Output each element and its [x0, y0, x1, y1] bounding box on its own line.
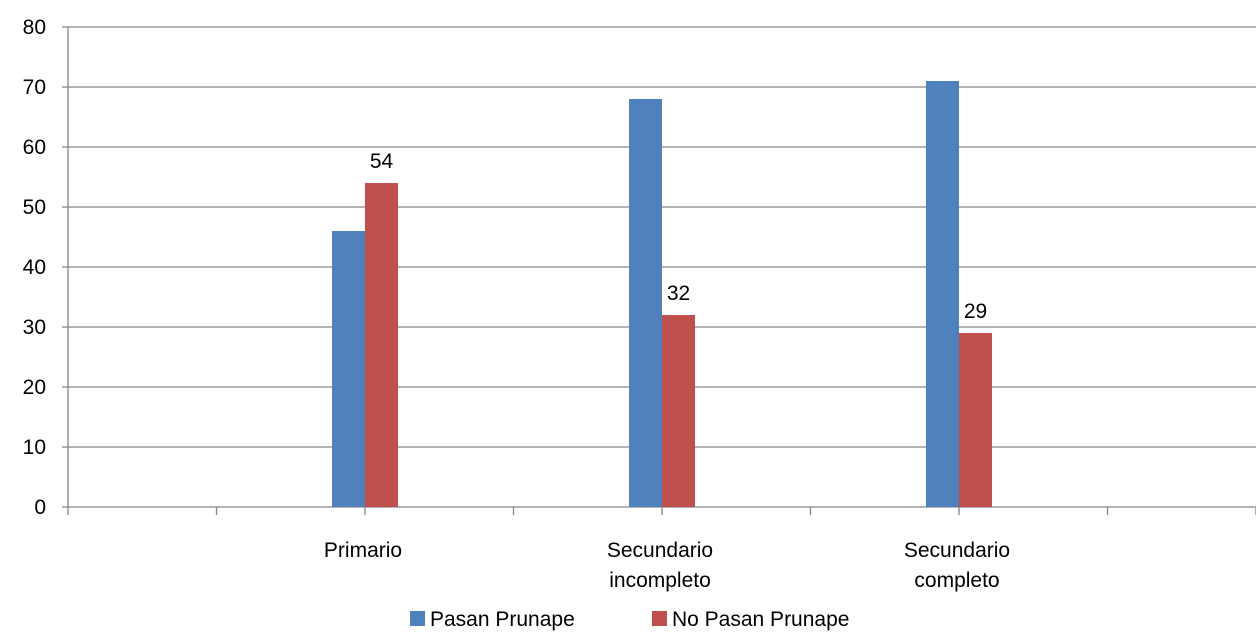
x-category-label: Secundario	[607, 539, 713, 562]
legend: Pasan Prunape No Pasan Prunape	[410, 608, 849, 631]
x-category-label: incompleto	[609, 569, 711, 592]
y-tick-label: 30	[23, 316, 46, 339]
bar	[629, 99, 662, 507]
x-axis: Primario Secundario incompleto Secundario co…	[67, 506, 1256, 592]
bar	[926, 81, 959, 507]
bar	[959, 333, 992, 507]
legend-label: Pasan Prunape	[430, 608, 575, 631]
y-tick-label: 20	[23, 376, 46, 399]
y-tick-label: 80	[23, 16, 46, 39]
data-label: 32	[667, 282, 690, 305]
data-label: 54	[370, 150, 394, 173]
x-category-label: Primario	[324, 539, 402, 562]
y-tick-label: 70	[23, 76, 46, 99]
bar	[365, 183, 398, 507]
data-label: 29	[964, 300, 987, 323]
y-axis: 0 10 20 30 40 50 60 70 80	[23, 16, 69, 519]
y-tick-label: 40	[23, 256, 46, 279]
bar	[662, 315, 695, 507]
y-tick-label: 50	[23, 196, 46, 219]
y-tick-label: 60	[23, 136, 46, 159]
y-tick-label: 0	[34, 496, 46, 519]
bars	[332, 81, 992, 507]
legend-swatch	[652, 611, 667, 626]
x-category-label: completo	[914, 569, 999, 592]
x-category-label: Secundario	[904, 539, 1010, 562]
y-tick-label: 10	[23, 436, 46, 459]
data-labels: 54 32 29	[370, 150, 987, 323]
bar	[332, 231, 365, 507]
legend-swatch	[410, 611, 425, 626]
legend-label: No Pasan Prunape	[672, 608, 849, 631]
